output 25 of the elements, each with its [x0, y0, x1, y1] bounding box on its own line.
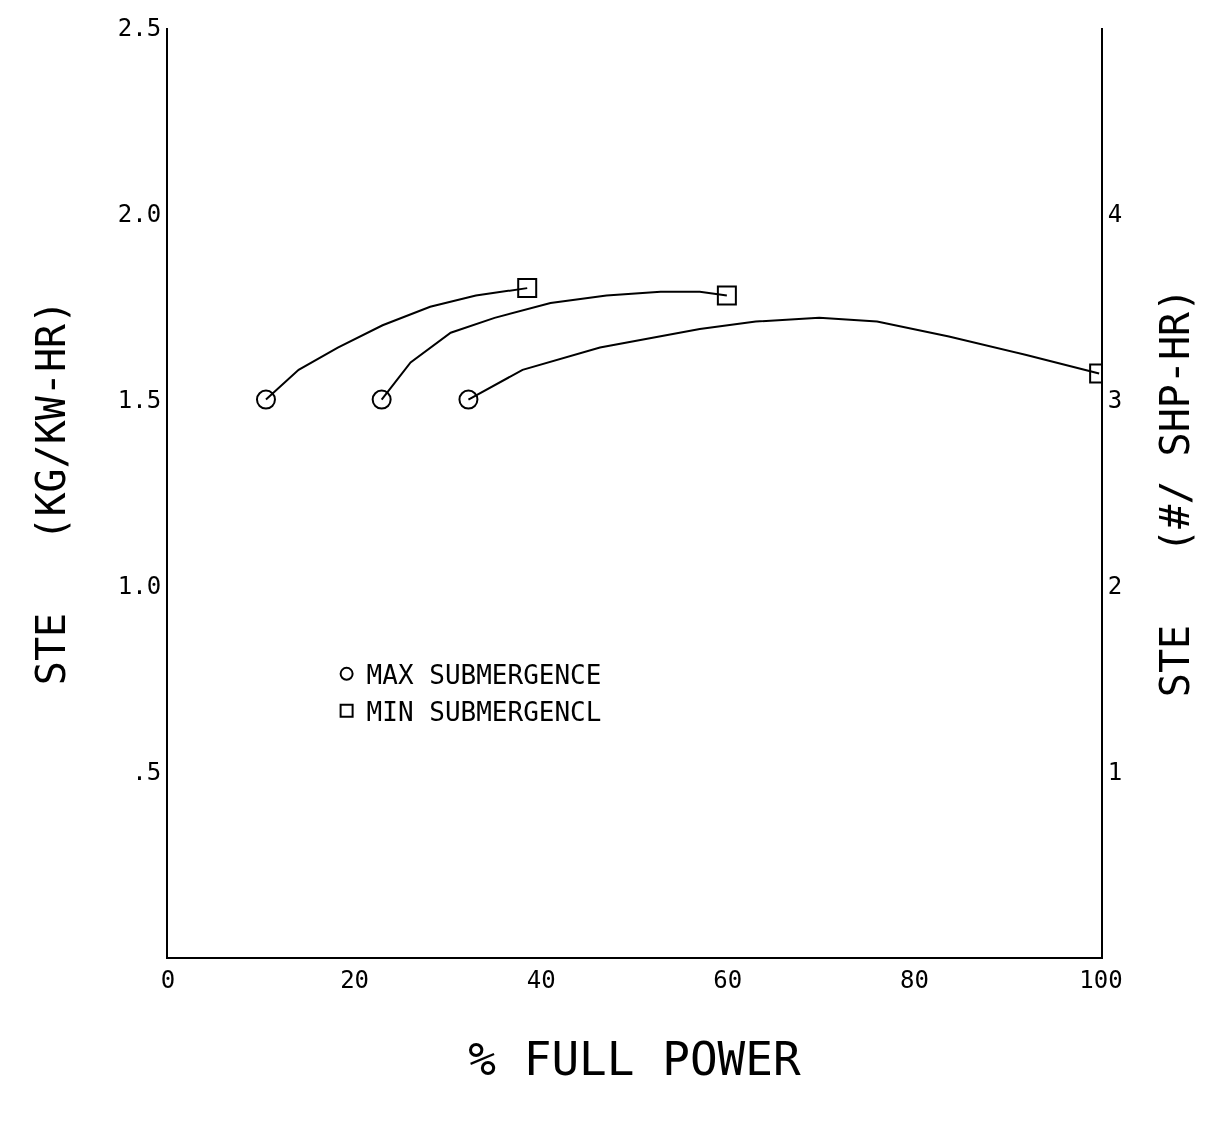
point [458, 389, 479, 410]
y-tick-label: 2.5 [117, 14, 162, 43]
legend-label: MAX SUBMERGENCE [366, 659, 602, 690]
legend-label: MIN SUBMERGENCL [366, 696, 602, 727]
y-tick-label: 2.0 [117, 200, 162, 229]
point [255, 389, 276, 410]
y-tick-label: 1.0 [117, 571, 162, 600]
y2-tick-label: 3 [1107, 386, 1123, 414]
x-tick-label: 0 [160, 965, 176, 994]
point [716, 285, 737, 306]
y2-tick-label: 4 [1107, 200, 1123, 229]
point [371, 389, 392, 410]
x-tick-label: 80 [899, 965, 929, 994]
y-tick-label: 1.5 [117, 386, 162, 414]
y2-tick-label: 2 [1107, 571, 1123, 600]
x-tick-label: 40 [526, 965, 556, 994]
point [517, 278, 538, 299]
x-axis-title: % FULL POWER [468, 1032, 801, 1086]
y-axis-title: STE (KG/KW-HR) [27, 299, 74, 686]
x-tick-label: 20 [340, 965, 370, 994]
y2-tick-label: 1 [1107, 757, 1123, 786]
x-tick-label: 100 [1079, 965, 1123, 994]
y-tick-label: .5 [132, 757, 162, 786]
x-tick-label: 60 [713, 965, 743, 994]
y2-axis-title: STE (#/ SHP-HR) [1152, 287, 1199, 698]
